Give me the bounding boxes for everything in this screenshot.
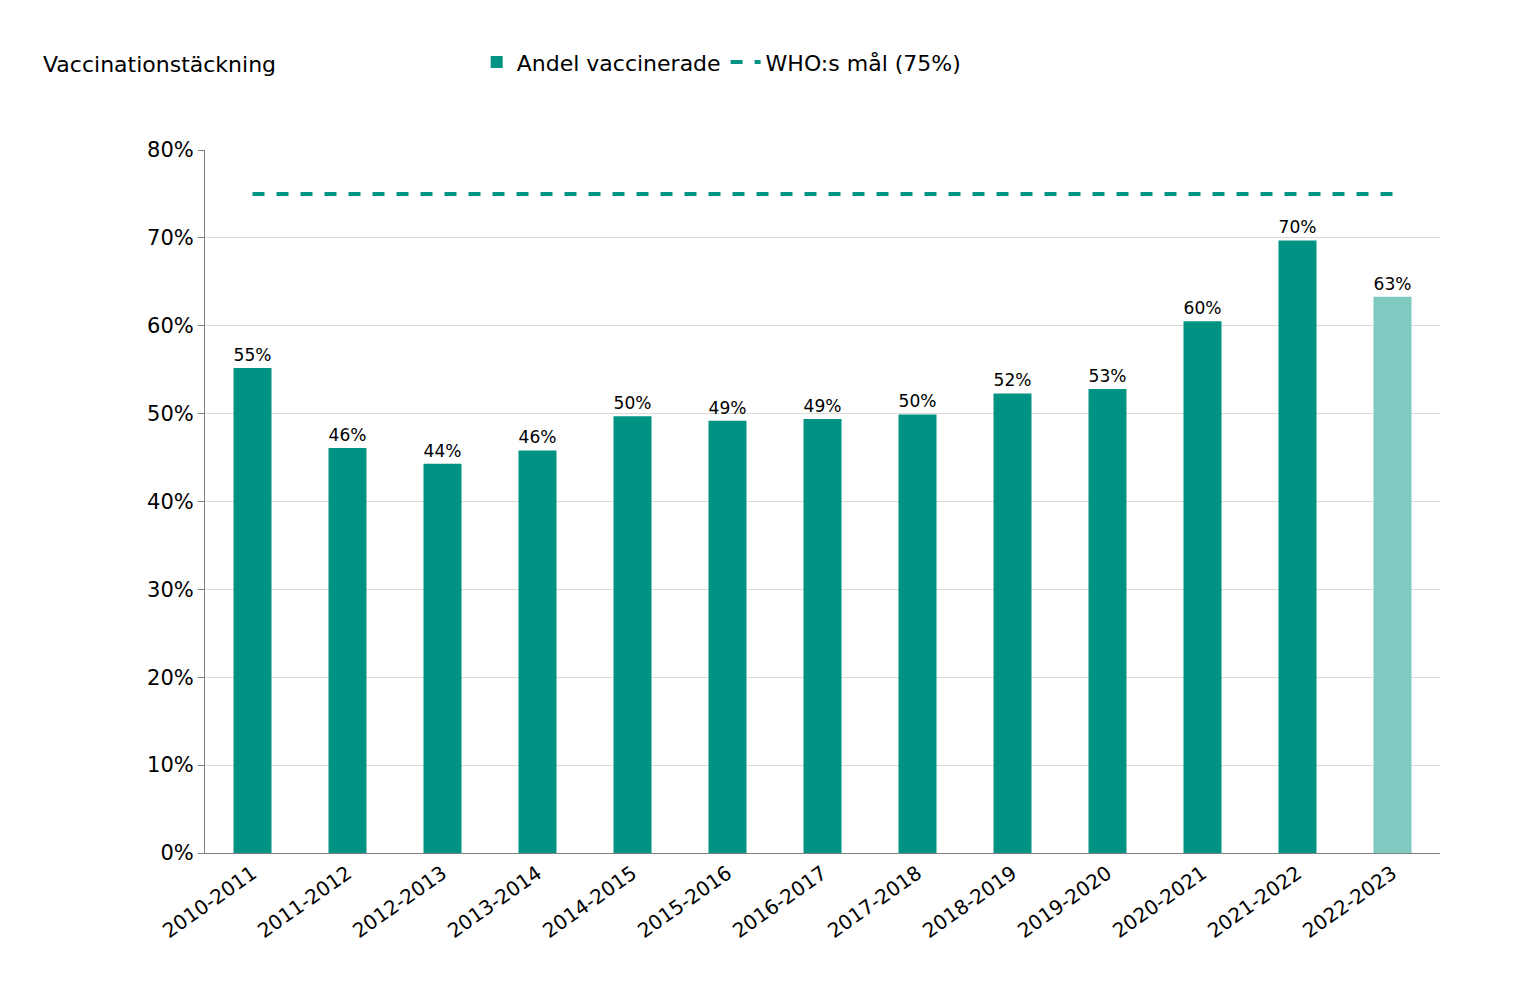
svg-text:70%: 70% [1279,217,1317,237]
svg-text:50%: 50% [899,391,937,411]
svg-text:50%: 50% [614,393,652,413]
svg-text:2016-2017: 2016-2017 [728,861,831,943]
svg-text:40%: 40% [147,490,194,514]
svg-text:2014-2015: 2014-2015 [538,861,641,943]
svg-text:52%: 52% [994,370,1032,390]
svg-text:2018-2019: 2018-2019 [918,861,1021,943]
svg-text:2019-2020: 2019-2020 [1013,861,1116,943]
svg-text:2010-2011: 2010-2011 [158,861,261,943]
svg-text:46%: 46% [519,427,557,447]
svg-text:2011-2012: 2011-2012 [253,861,356,943]
svg-text:46%: 46% [329,425,367,445]
svg-text:49%: 49% [709,398,747,418]
svg-text:60%: 60% [1184,298,1222,318]
svg-text:2021-2022: 2021-2022 [1203,861,1306,943]
svg-text:2012-2013: 2012-2013 [348,861,451,943]
svg-text:63%: 63% [1374,274,1412,294]
svg-text:2017-2018: 2017-2018 [823,861,926,943]
svg-text:Andel vaccinerade: Andel vaccinerade [517,51,721,76]
svg-text:49%: 49% [804,396,842,416]
svg-text:50%: 50% [147,402,194,426]
svg-text:53%: 53% [1089,366,1127,386]
svg-text:WHO:s mål (75%): WHO:s mål (75%) [766,51,961,76]
svg-text:30%: 30% [147,578,194,602]
svg-text:2015-2016: 2015-2016 [633,861,736,943]
svg-text:0%: 0% [160,841,193,865]
svg-text:2013-2014: 2013-2014 [443,861,546,943]
svg-text:2020-2021: 2020-2021 [1108,861,1211,943]
svg-text:44%: 44% [424,441,462,461]
svg-text:70%: 70% [147,226,194,250]
svg-text:Vaccinationstäckning: Vaccinationstäckning [43,52,276,77]
svg-text:10%: 10% [147,753,194,777]
svg-text:2022-2023: 2022-2023 [1298,861,1401,943]
svg-text:80%: 80% [147,138,194,162]
svg-text:60%: 60% [147,314,194,338]
svg-text:20%: 20% [147,666,194,690]
svg-text:55%: 55% [234,345,272,365]
